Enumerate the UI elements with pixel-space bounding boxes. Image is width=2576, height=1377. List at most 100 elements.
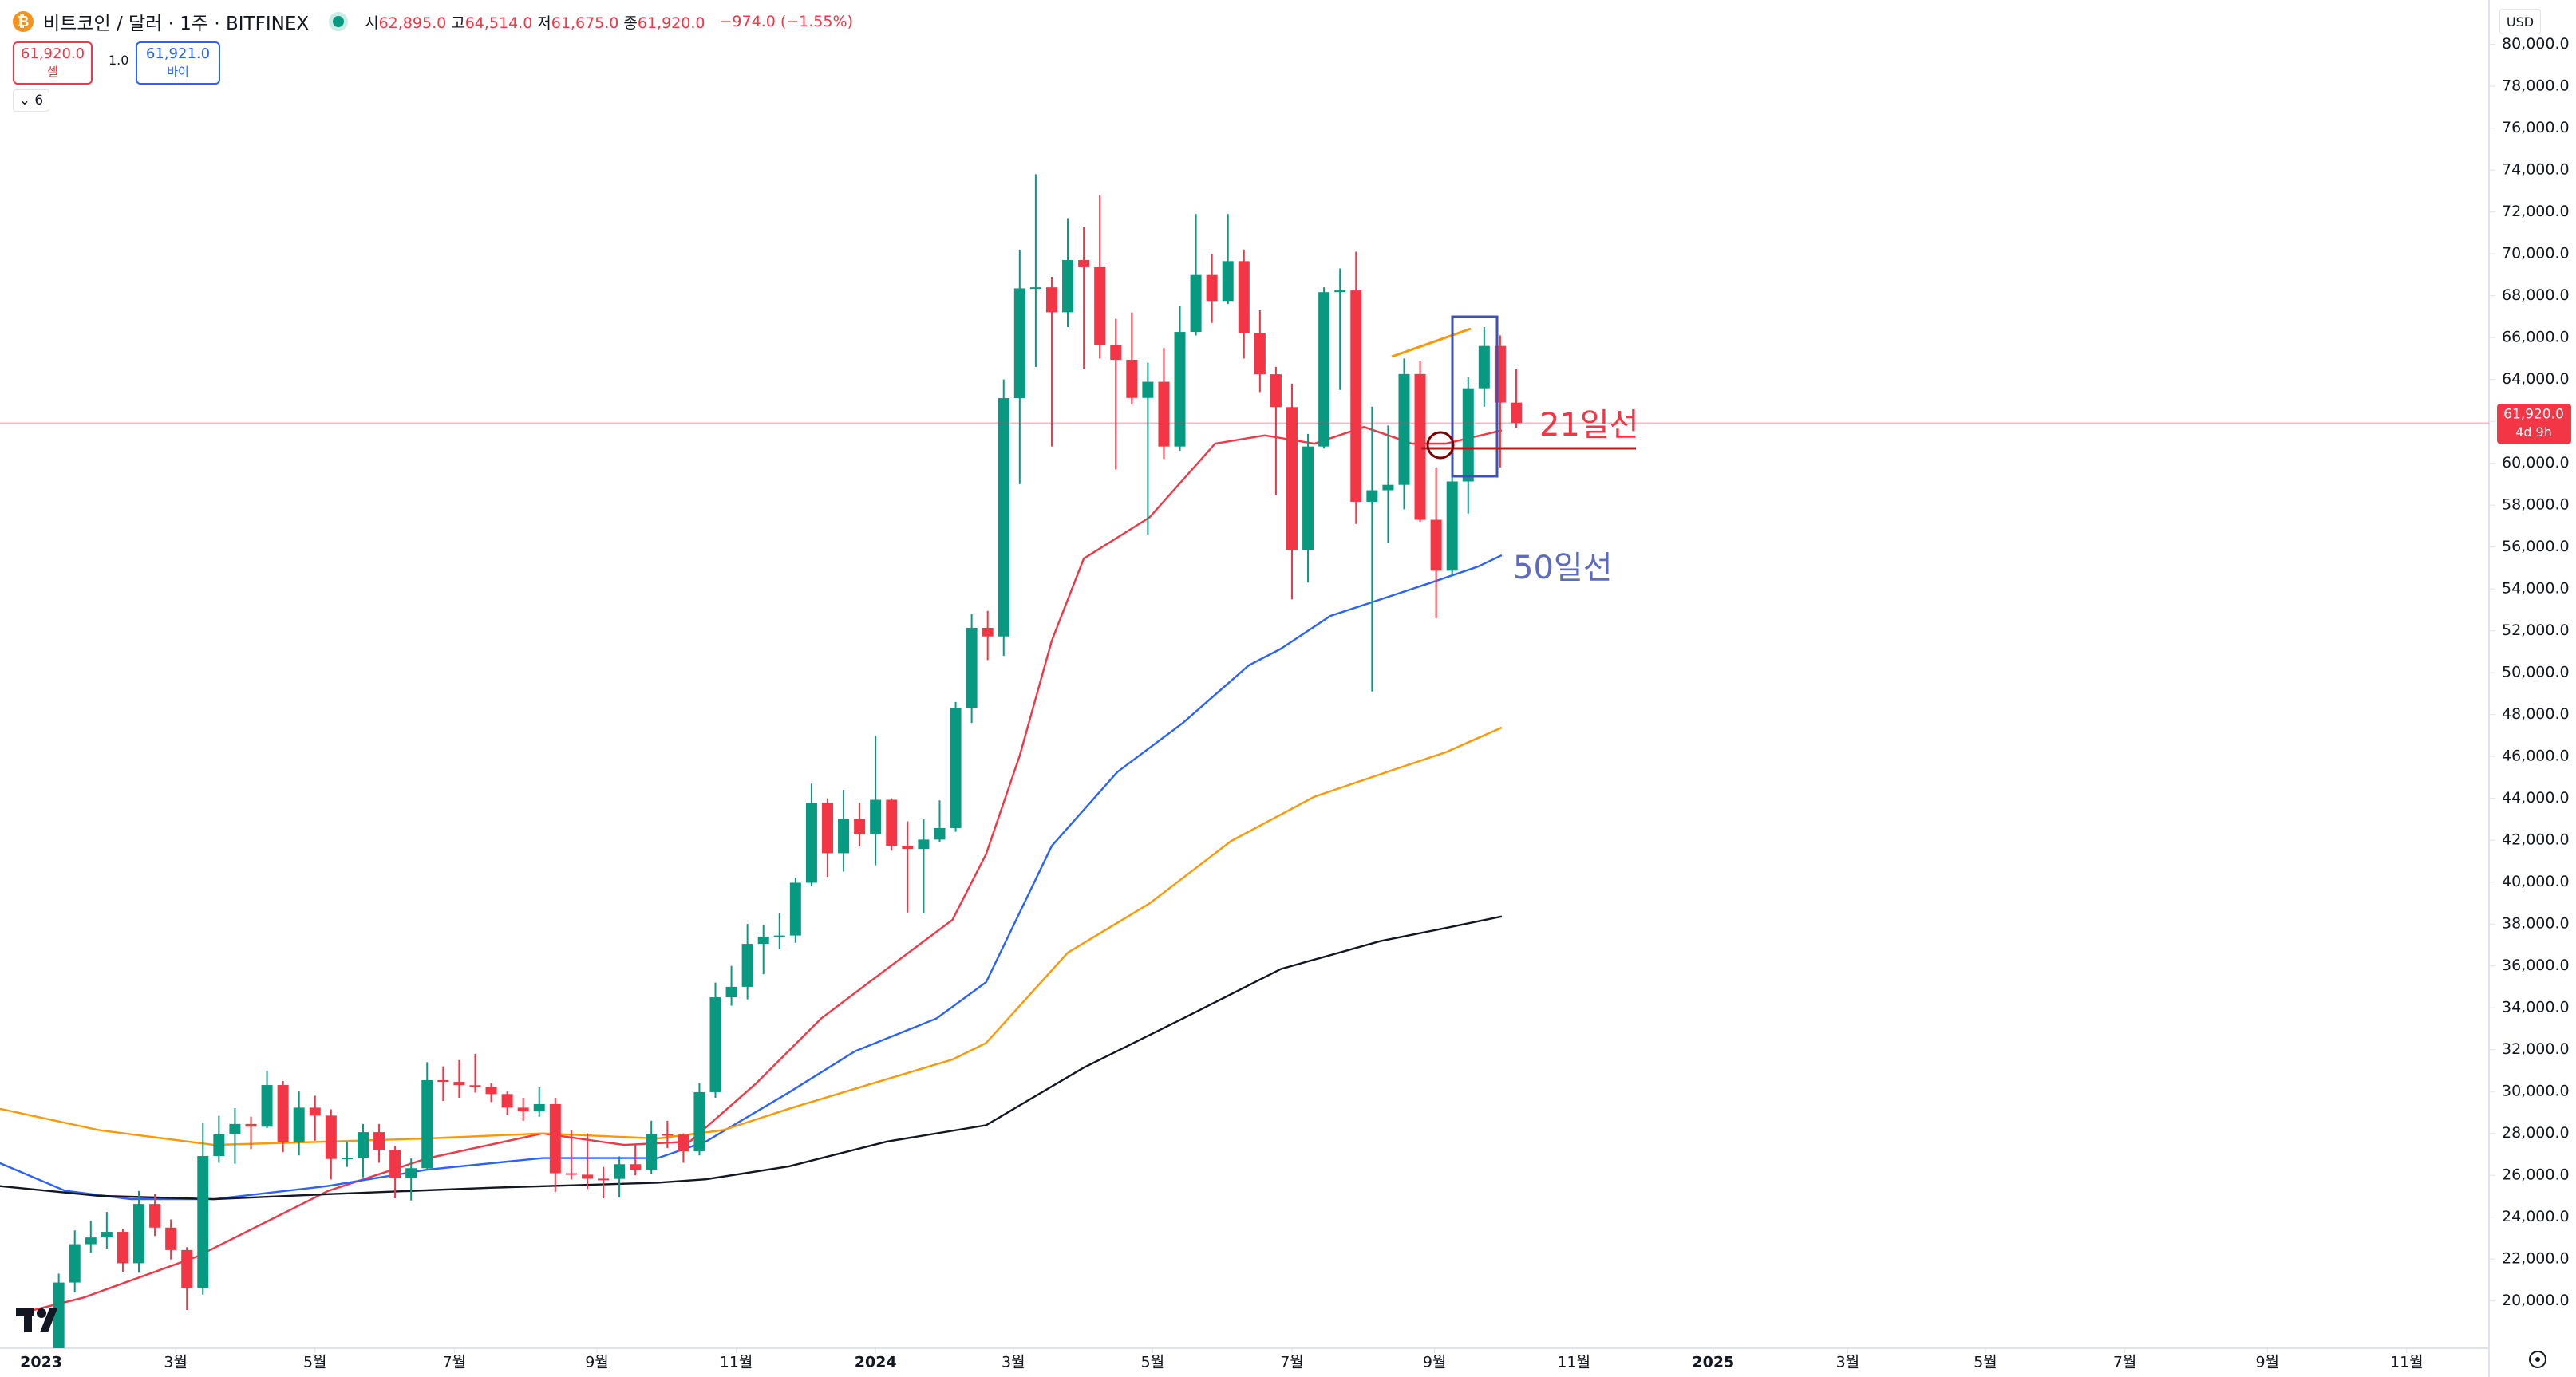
y-tick-label: 68,000.0 [2502, 286, 2570, 304]
y-tick-label: 32,000.0 [2502, 1040, 2570, 1058]
y-tick-label: 42,000.0 [2502, 831, 2570, 849]
sell-price: 61,920.0 [20, 45, 85, 62]
candle-body [918, 839, 930, 850]
buy-label: 바이 [167, 65, 189, 79]
price-tag-countdown: 4d 9h [2515, 424, 2552, 440]
candle-body [357, 1132, 369, 1158]
candle-body [85, 1237, 97, 1245]
y-tick-label: 76,000.0 [2502, 119, 2570, 136]
y-tick-label: 66,000.0 [2502, 329, 2570, 346]
candle-body [1302, 446, 1314, 550]
ohlc-label: 종 [623, 14, 638, 32]
candle-body [517, 1107, 529, 1112]
buy-button[interactable]: 61,921.0 바이 [136, 41, 220, 85]
candle-body [598, 1178, 610, 1181]
y-tick-label: 30,000.0 [2502, 1083, 2570, 1100]
candle-body [5, 1367, 16, 1370]
y-tick-label: 38,000.0 [2502, 915, 2570, 933]
x-tick-label: 5월 [303, 1354, 327, 1371]
candle-body [309, 1107, 321, 1116]
sell-button[interactable]: 61,920.0 셀 [13, 41, 93, 85]
candle-body [1270, 374, 1282, 408]
currency-button[interactable]: USD [2499, 9, 2541, 34]
candle-body [373, 1132, 385, 1150]
candle-body [646, 1134, 658, 1170]
candle-body [133, 1204, 145, 1264]
moving-average-line [0, 554, 1503, 1201]
price-tag [2497, 404, 2571, 444]
x-tick-label: 5월 [1973, 1354, 1997, 1371]
candle-body [1062, 260, 1074, 313]
coin-icon: ₿ [13, 11, 34, 32]
candle-body [1078, 260, 1090, 267]
symbol-header: ₿ 비트코인 / 달러 · 1주 · BITFINEX 시62,895.0 고64… [13, 8, 853, 35]
x-tick-label: 3월 [1836, 1354, 1860, 1371]
candle-body [181, 1249, 193, 1288]
x-tick-label: 11월 [2390, 1354, 2424, 1371]
candle-body [389, 1150, 401, 1178]
candle-body [261, 1085, 273, 1127]
settings-icon[interactable] [2529, 1351, 2546, 1368]
candle-body [117, 1232, 128, 1264]
candle-body [197, 1156, 209, 1288]
candle-body [165, 1227, 177, 1250]
indicator-count: 6 [34, 93, 44, 109]
candle-body [1510, 402, 1522, 424]
candle-body [1398, 373, 1410, 485]
candle-body [277, 1085, 289, 1142]
candle-body [789, 882, 801, 936]
y-tick-label: 46,000.0 [2502, 748, 2570, 765]
candle-body [581, 1174, 593, 1179]
x-tick-label: 9월 [585, 1354, 609, 1371]
y-tick-label: 56,000.0 [2502, 538, 2570, 555]
candle-body [1286, 407, 1298, 550]
candle-body [53, 1282, 65, 1348]
candle-body [1013, 288, 1025, 399]
annotations: 21일선 50일선 [1391, 315, 1639, 586]
candle-body [1029, 287, 1041, 290]
y-tick-label: 44,000.0 [2502, 789, 2570, 807]
y-tick-label: 58,000.0 [2502, 496, 2570, 514]
spread: 1.0 [109, 53, 129, 68]
candle-body [693, 1091, 705, 1151]
ohlc-label: 저 [537, 14, 551, 32]
ohlc-value: 61,675.0 [551, 14, 619, 32]
highlight-circle [1426, 431, 1455, 460]
candle-body [549, 1103, 561, 1174]
x-tick-label: 5월 [1141, 1354, 1165, 1371]
x-tick-label: 9월 [2255, 1354, 2279, 1371]
candle-body [245, 1123, 257, 1127]
moving-average-line [17, 425, 1503, 1316]
candle-body [533, 1103, 545, 1112]
candle-body [453, 1082, 465, 1086]
ohlc-values: 시62,895.0 고64,514.0 저61,675.0 종61,920.0 [365, 11, 709, 33]
candle-body [821, 803, 833, 854]
x-tick-label: 2025 [1692, 1354, 1734, 1371]
x-tick-label: 11월 [1557, 1354, 1590, 1371]
plot-area [0, 174, 2489, 1370]
candle-body [341, 1158, 353, 1160]
y-tick-label: 72,000.0 [2502, 203, 2570, 220]
candle-body [485, 1087, 497, 1095]
x-tick-label: 7월 [443, 1354, 467, 1371]
candle-body [1222, 261, 1234, 302]
candle-body [966, 627, 978, 708]
x-tick-label: 9월 [1423, 1354, 1447, 1371]
y-tick-label: 80,000.0 [2502, 35, 2570, 53]
candle-body [1414, 373, 1426, 520]
candle-body [1382, 484, 1394, 491]
candle-body [950, 708, 962, 828]
price-change: −974.0 (−1.55%) [719, 13, 853, 30]
y-tick-label: 78,000.0 [2502, 77, 2570, 95]
symbol-name[interactable]: 비트코인 / 달러 · 1주 · BITFINEX [43, 14, 310, 34]
ohlc-label: 시 [365, 14, 379, 32]
y-tick-label: 74,000.0 [2502, 161, 2570, 179]
x-tick-label: 3월 [164, 1354, 188, 1371]
candle-body [886, 799, 898, 846]
indicators-toggle[interactable]: ⌄ 6 [13, 89, 49, 112]
y-tick-label: 26,000.0 [2502, 1166, 2570, 1184]
candle-body [1254, 333, 1266, 375]
